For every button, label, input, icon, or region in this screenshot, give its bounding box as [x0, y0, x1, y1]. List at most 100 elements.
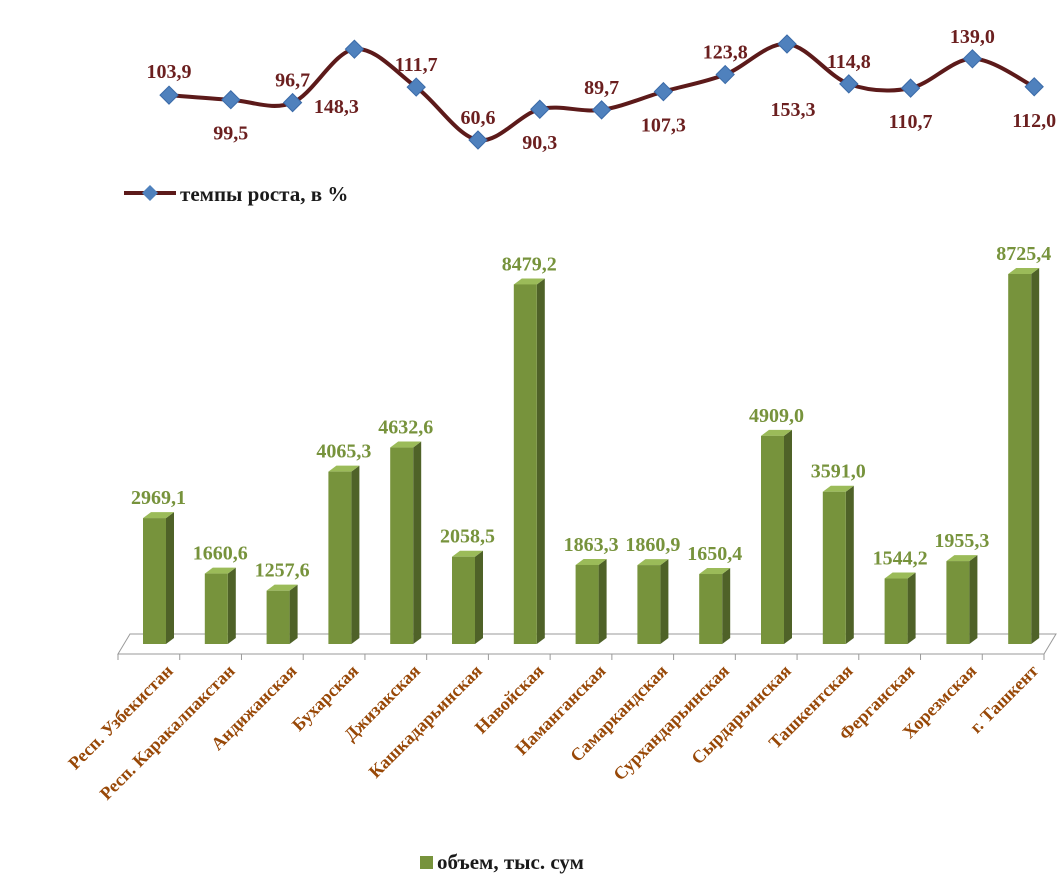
volume-bar-top [637, 559, 669, 566]
growth-data-label: 107,3 [641, 115, 686, 137]
volume-bar-side [289, 584, 298, 644]
volume-bar-front [761, 435, 784, 644]
volume-data-label: 4909,0 [749, 405, 804, 427]
volume-data-label: 2058,5 [440, 526, 495, 548]
volume-bar-top [328, 465, 360, 472]
growth-data-label: 89,7 [584, 77, 619, 99]
volume-bar [884, 572, 916, 644]
volume-bar-side [536, 278, 545, 644]
growth-data-label: 112,0 [1012, 110, 1056, 132]
volume-bar [513, 278, 545, 644]
volume-bar-front [822, 491, 846, 644]
volume-bar-top [452, 550, 483, 557]
line-legend: темпы роста, в % [124, 182, 348, 206]
growth-marker [962, 49, 983, 69]
volume-bar-top [946, 555, 978, 562]
volume-bar [946, 555, 978, 644]
volume-data-label: 4632,6 [378, 417, 433, 439]
bar-legend-swatch [420, 856, 433, 869]
growth-data-label: 111,7 [395, 54, 438, 76]
volume-data-label: 2969,1 [131, 487, 186, 509]
growth-data-label: 99,5 [213, 123, 248, 145]
x-category-label: Сурхандарьинская [609, 661, 733, 785]
volume-bar-front [1008, 274, 1032, 644]
growth-data-label: 103,9 [147, 61, 192, 83]
volume-bar-side [845, 485, 854, 644]
volume-bar-front [513, 284, 537, 644]
volume-bar-front [575, 564, 599, 644]
volume-bar-side [598, 558, 607, 644]
volume-bar [204, 567, 236, 644]
volume-bar-side [351, 465, 360, 644]
growth-marker [221, 90, 241, 110]
volume-bar-side [413, 441, 422, 644]
volume-bar-side [227, 567, 236, 644]
growth-data-label: 90,3 [522, 132, 557, 154]
volume-bar-top [575, 558, 607, 565]
volume-bar [761, 429, 792, 644]
growth-data-label: 148,3 [314, 96, 359, 118]
growth-data-label: 110,7 [889, 111, 933, 133]
volume-bar-front [699, 574, 723, 644]
x-category-label: Кашкадарьинская [365, 661, 486, 782]
growth-marker [344, 39, 365, 59]
volume-bar-front [266, 590, 290, 644]
volume-bar-side [784, 429, 792, 644]
volume-bar-front [143, 518, 166, 644]
volume-bar-side [660, 559, 669, 644]
volume-bar-front [884, 578, 908, 644]
volume-bar-side [907, 572, 916, 644]
volume-bar-top [761, 429, 792, 436]
volume-data-label: 4065,3 [316, 441, 371, 463]
line-legend-marker [142, 185, 158, 201]
volume-data-label: 1660,6 [193, 543, 248, 565]
volume-bar-top [513, 278, 545, 285]
growth-marker [159, 85, 179, 105]
volume-data-label: 8479,2 [502, 253, 557, 275]
volume-bar-top [266, 584, 298, 591]
volume-data-label: 8725,4 [996, 243, 1051, 265]
growth-marker [653, 81, 674, 102]
volume-bar-top [143, 512, 174, 519]
volume-bar-top [390, 441, 422, 448]
growth-marker [715, 64, 735, 85]
volume-bar-front [204, 573, 228, 644]
growth-data-label: 96,7 [275, 70, 310, 92]
volume-bar [637, 559, 669, 644]
volume-bar-front [390, 447, 414, 644]
volume-data-label: 1650,4 [687, 543, 742, 565]
volume-bar [452, 550, 483, 644]
volume-bar-side [1031, 268, 1040, 644]
growth-data-label: 153,3 [771, 99, 816, 121]
growth-marker [468, 130, 488, 150]
volume-bar-side [166, 512, 174, 644]
volume-bar [822, 485, 854, 644]
growth-marker [900, 78, 921, 98]
volume-bar [575, 558, 607, 644]
growth-marker [591, 100, 612, 120]
growth-marker [530, 99, 550, 119]
volume-data-label: 1544,2 [873, 548, 928, 570]
volume-bar-top [822, 485, 854, 492]
volume-bar-front [452, 556, 475, 644]
volume-data-label: 1860,9 [625, 534, 680, 556]
volume-bar [699, 568, 731, 644]
volume-bar [143, 512, 174, 644]
growth-marker [406, 77, 426, 97]
growth-marker [777, 34, 797, 54]
volume-bar [390, 441, 422, 644]
growth-data-label: 123,8 [703, 42, 748, 64]
growth-marker [1024, 77, 1044, 97]
volume-bar-top [204, 567, 236, 574]
bar-legend-label: объем, тыс. сум [437, 850, 584, 874]
volume-bar-side [969, 555, 978, 644]
growth-data-label: 114,8 [827, 51, 871, 73]
growth-marker [839, 74, 859, 94]
volume-bar-side [475, 550, 483, 644]
volume-bar-top [884, 572, 916, 579]
x-category-label: Респ. Узбекистан [64, 661, 177, 774]
